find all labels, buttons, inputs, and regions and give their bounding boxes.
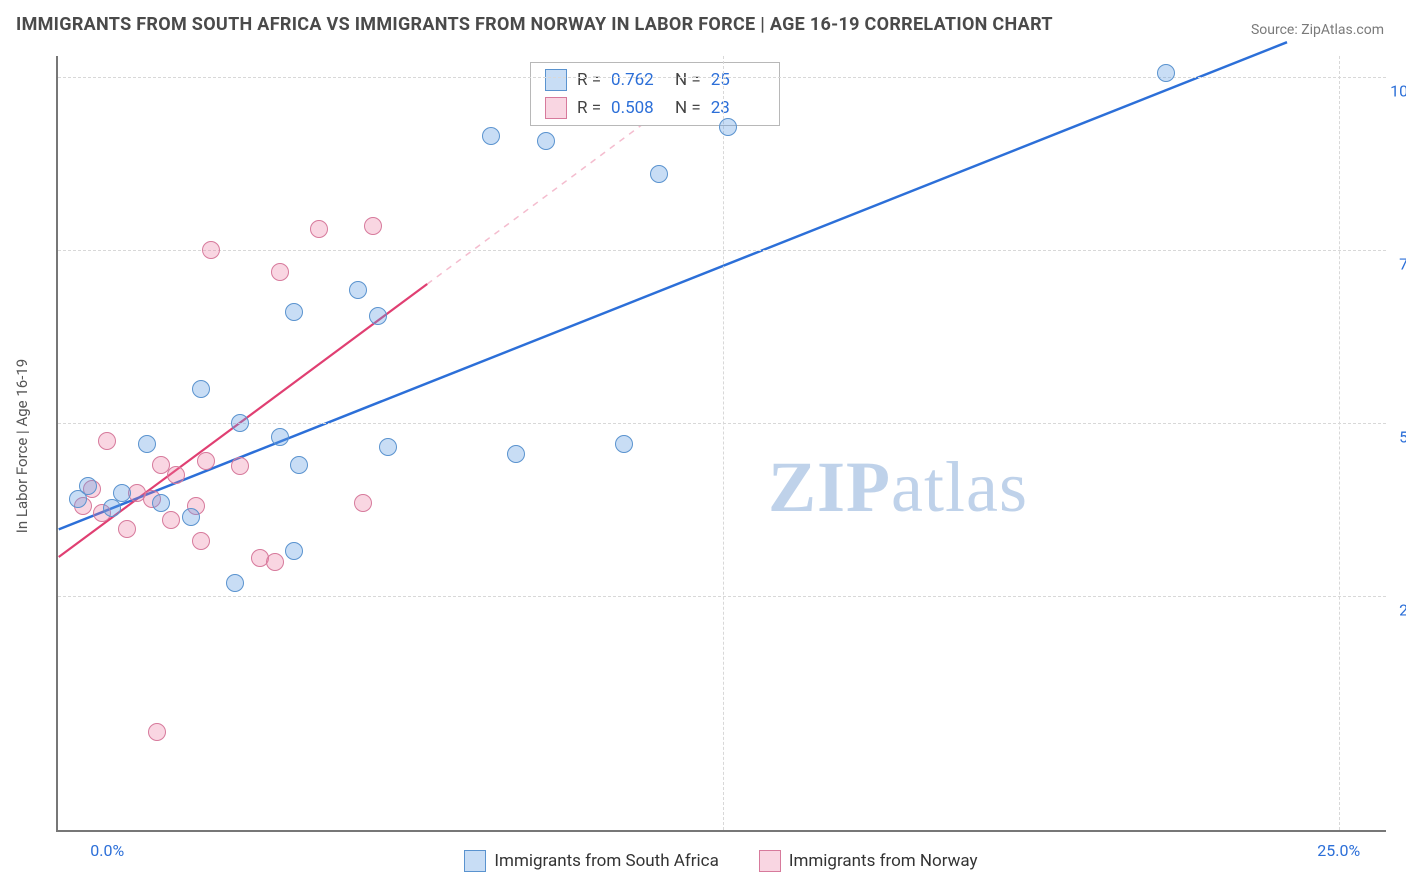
- point-south-africa: [113, 484, 131, 502]
- point-south-africa: [271, 428, 289, 446]
- point-norway: [197, 452, 215, 470]
- point-south-africa: [226, 574, 244, 592]
- gridline-horizontal: [58, 423, 1386, 424]
- legend-r-value-b: 0.508: [611, 98, 665, 118]
- legend-item-south-africa: Immigrants from South Africa: [464, 850, 718, 872]
- legend-text-south-africa: Immigrants from South Africa: [494, 851, 718, 871]
- chart-title: IMMIGRANTS FROM SOUTH AFRICA VS IMMIGRAN…: [16, 14, 1053, 35]
- y-tick-label: 50.0%: [1390, 428, 1406, 447]
- source-label: Source: ZipAtlas.com: [1251, 22, 1384, 38]
- legend-text-norway: Immigrants from Norway: [789, 851, 978, 871]
- point-norway: [118, 520, 136, 538]
- legend-n-value-b: 23: [711, 98, 765, 118]
- gridline-horizontal: [58, 250, 1386, 251]
- swatch-south-africa: [464, 850, 486, 872]
- gridline-vertical: [723, 56, 724, 830]
- gridline-horizontal: [58, 596, 1386, 597]
- point-norway: [192, 532, 210, 550]
- gridline-horizontal: [58, 77, 1386, 78]
- swatch-norway: [759, 850, 781, 872]
- point-south-africa: [182, 508, 200, 526]
- point-south-africa: [650, 165, 668, 183]
- correlation-legend: R = 0.762 N = 25 R = 0.508 N = 23: [530, 62, 780, 126]
- point-south-africa: [537, 132, 555, 150]
- legend-row-norway: R = 0.508 N = 23: [531, 94, 779, 122]
- legend-label-R: R =: [577, 70, 601, 90]
- point-south-africa: [103, 499, 121, 517]
- y-tick-label: 100.0%: [1390, 81, 1406, 100]
- point-south-africa: [369, 307, 387, 325]
- legend-n-value-a: 25: [711, 70, 765, 90]
- point-norway: [271, 263, 289, 281]
- legend-label-R: R =: [577, 98, 601, 118]
- scatter-plot-area: R = 0.762 N = 25 R = 0.508 N = 23 ZIPatl…: [56, 56, 1386, 832]
- y-tick-label: 75.0%: [1390, 255, 1406, 274]
- point-south-africa: [719, 118, 737, 136]
- swatch-south-africa: [545, 69, 567, 91]
- point-norway: [98, 432, 116, 450]
- series-legend: Immigrants from South Africa Immigrants …: [56, 850, 1386, 872]
- point-norway: [202, 241, 220, 259]
- point-norway: [148, 723, 166, 741]
- legend-item-norway: Immigrants from Norway: [759, 850, 978, 872]
- legend-r-value-a: 0.762: [611, 70, 665, 90]
- trend-lines: [58, 56, 1386, 830]
- point-south-africa: [138, 435, 156, 453]
- point-norway: [364, 217, 382, 235]
- gridline-vertical: [1339, 56, 1340, 830]
- point-norway: [266, 553, 284, 571]
- legend-label-N: N =: [675, 70, 701, 90]
- legend-row-south-africa: R = 0.762 N = 25: [531, 66, 779, 94]
- y-tick-label: 25.0%: [1390, 601, 1406, 620]
- point-south-africa: [192, 380, 210, 398]
- legend-label-N: N =: [675, 98, 701, 118]
- swatch-norway: [545, 97, 567, 119]
- y-axis-label: In Labor Force | Age 16-19: [13, 359, 31, 533]
